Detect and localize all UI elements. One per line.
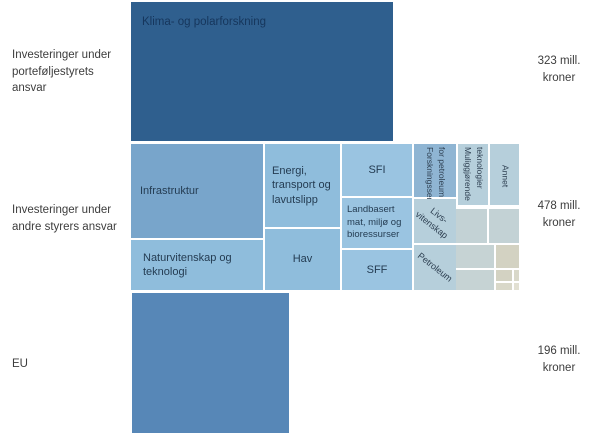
treemap-cell-forskningssentre-for-petroleum[interactable]: Forskningssentre for petroleum bbox=[414, 144, 456, 212]
row-label-portefoljestyrets: Investeringer under porteføljestyrets an… bbox=[12, 49, 112, 95]
cell-label: Muliggjørende teknologier bbox=[463, 147, 485, 201]
row-total-portefoljestyrets: 323 mill. kroner bbox=[537, 55, 581, 84]
cell-label: Annet bbox=[500, 164, 511, 188]
treemap-cell-unlabeled-9[interactable] bbox=[514, 283, 519, 290]
row-total-andre-styrers: 478 mill. kroner bbox=[537, 200, 581, 229]
treemap-cell-eu[interactable] bbox=[132, 293, 289, 433]
treemap-cell-infrastruktur[interactable]: Infrastruktur bbox=[131, 144, 263, 238]
treemap-cell-livsvitenskap[interactable]: Livs-vitenskap bbox=[414, 199, 456, 243]
treemap-cell-unlabeled-4[interactable] bbox=[496, 245, 519, 268]
cell-label: Naturvitenskap og teknologi bbox=[143, 251, 232, 278]
cell-label: Livs-vitenskap bbox=[413, 205, 450, 241]
cell-label: Forskningssentre for petroleum bbox=[425, 147, 447, 213]
treemap-cell-sff[interactable]: SFF bbox=[342, 250, 412, 290]
treemap-cell-petroleum[interactable]: Petroleum bbox=[414, 245, 456, 290]
row-total-eu: 196 mill. kroner bbox=[537, 345, 581, 374]
treemap-cell-muliggjorende-teknologier[interactable]: Muliggjørende teknologier bbox=[458, 144, 488, 205]
treemap-cell-klima-og-polarforskning[interactable]: Klima- og polarforskning bbox=[131, 2, 393, 141]
treemap-cell-unlabeled-3[interactable] bbox=[456, 245, 494, 268]
treemap-cell-unlabeled-7[interactable] bbox=[514, 270, 519, 281]
cell-label: SFI bbox=[368, 163, 386, 176]
treemap-cell-annet[interactable]: Annet bbox=[490, 144, 519, 205]
treemap-cell-sfi[interactable]: SFI bbox=[342, 144, 412, 196]
treemap-cell-unlabeled-6[interactable] bbox=[496, 270, 512, 281]
row-label-eu: EU bbox=[12, 358, 28, 370]
treemap-cell-unlabeled-8[interactable] bbox=[496, 283, 512, 290]
treemap-cell-unlabeled-2[interactable] bbox=[489, 209, 519, 243]
cell-label: SFF bbox=[366, 263, 388, 276]
cell-label: Hav bbox=[292, 253, 313, 266]
cell-label: Energi, transport og lavutslipp bbox=[272, 165, 331, 206]
cell-label: Infrastruktur bbox=[140, 184, 199, 197]
cell-label: Landbasert mat, miljø og bioressurser bbox=[347, 203, 402, 241]
treemap-cell-unlabeled-1[interactable] bbox=[456, 209, 487, 243]
treemap-cell-energi-transport-og-lavutslipp[interactable]: Energi, transport og lavutslipp bbox=[265, 144, 340, 227]
treemap-cell-landbasert-mat-miljo-og-bioressurser[interactable]: Landbasert mat, miljø og bioressurser bbox=[342, 198, 412, 248]
cell-label: Klima- og polarforskning bbox=[142, 16, 267, 28]
treemap-cell-hav[interactable]: Hav bbox=[265, 229, 340, 290]
treemap-cell-naturvitenskap-og-teknologi[interactable]: Naturvitenskap og teknologi bbox=[131, 240, 263, 290]
cell-label: Petroleum bbox=[416, 250, 455, 284]
treemap-cell-unlabeled-5[interactable] bbox=[456, 270, 494, 290]
row-label-andre-styrers: Investeringer under andre styrers ansvar bbox=[12, 204, 117, 233]
